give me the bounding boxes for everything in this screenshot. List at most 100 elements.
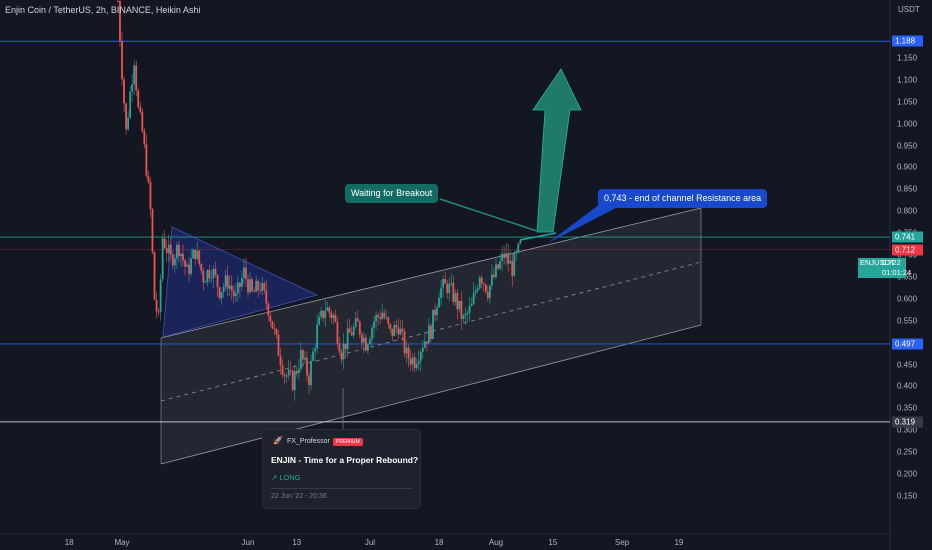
wait-callout-pointer <box>439 198 541 233</box>
candle-body-153 <box>428 325 430 344</box>
candle-body-20 <box>157 311 160 313</box>
x-tick-label: Sep <box>614 538 630 547</box>
candle-body-160 <box>442 278 445 288</box>
candle-body-11 <box>139 107 142 112</box>
candle-body-149 <box>419 351 422 362</box>
candle-body-69 <box>257 280 260 291</box>
candle-body-197 <box>517 243 520 252</box>
level-price-tag: 0.319 <box>892 416 923 428</box>
resistance-callout[interactable]: 0,743 - end of channel Resistance area <box>598 189 768 208</box>
candle-body-42 <box>202 270 205 283</box>
y-tick-label: 0.850 <box>897 184 918 194</box>
candle-body-170 <box>462 315 465 319</box>
idea-title[interactable]: ENJIN - Time for a Proper Rebound? <box>271 455 419 465</box>
candle-body-156 <box>434 309 436 316</box>
candle-body-40 <box>198 250 201 264</box>
candle-body-126 <box>373 321 375 328</box>
candle-body-62 <box>243 267 245 279</box>
candle-body-98 <box>316 324 319 349</box>
candle-body-141 <box>403 331 406 354</box>
candle-body-12 <box>141 111 144 132</box>
candle-body-8 <box>133 65 136 85</box>
candle-body-196 <box>515 251 518 254</box>
candle-body-31 <box>180 253 182 256</box>
candle-body-53 <box>224 275 227 287</box>
y-tick-label: 0.800 <box>897 206 918 216</box>
candle-body-107 <box>334 314 337 322</box>
candle-body-59 <box>236 282 239 294</box>
idea-author[interactable]: FX_Professor <box>287 438 330 445</box>
candle-body-174 <box>470 303 473 306</box>
candle-body-90 <box>299 350 302 370</box>
candle-body-181 <box>484 284 487 293</box>
candle-body-24 <box>165 248 168 253</box>
candle-body-198 <box>519 240 522 244</box>
candle-body-51 <box>220 291 223 299</box>
candle-body-163 <box>448 283 451 293</box>
waiting-breakout-callout[interactable]: Waiting for Breakout <box>345 184 439 203</box>
currency-label: USDT <box>898 5 920 14</box>
candle-body-110 <box>340 352 343 360</box>
resistance-callout-pointer <box>548 204 616 243</box>
candle-body-114 <box>348 328 351 333</box>
candle-body-47 <box>212 268 215 278</box>
candle-body-167 <box>456 292 459 310</box>
candle-body-23 <box>163 238 166 249</box>
candle-body-68 <box>255 280 258 292</box>
candle-body-120 <box>360 334 363 343</box>
candle-body-78 <box>275 329 278 335</box>
candle-body-58 <box>234 293 237 297</box>
candle-body-56 <box>230 285 233 291</box>
candle-body-143 <box>407 347 410 359</box>
candle-body-50 <box>218 287 221 299</box>
candle-body-49 <box>216 274 219 288</box>
y-tick-label: 0.300 <box>897 425 918 435</box>
candle-body-76 <box>271 321 274 329</box>
candle-body-44 <box>206 270 209 282</box>
y-tick-label: 1.000 <box>897 119 918 129</box>
candle-body-146 <box>413 357 416 369</box>
candle-body-128 <box>377 315 379 318</box>
x-tick-label: Jun <box>241 538 255 547</box>
candle-body-113 <box>346 328 349 350</box>
y-tick-label: 0.900 <box>897 162 918 172</box>
candle-body-124 <box>369 339 371 345</box>
candle-body-73 <box>265 290 268 304</box>
candle-body-29 <box>175 244 178 259</box>
candle-body-151 <box>423 341 426 348</box>
candle-body-30 <box>178 244 180 256</box>
candle-body-142 <box>405 347 408 354</box>
candle-body-177 <box>476 288 479 291</box>
candle-body-111 <box>342 343 345 360</box>
idea-card[interactable]: 🚀 FX_Professor PREMIUM ENJIN - Time for … <box>262 429 421 509</box>
candle-body-14 <box>145 144 148 176</box>
candle-body-129 <box>379 317 382 319</box>
candle-body-77 <box>273 328 276 330</box>
candle-body-84 <box>287 370 290 376</box>
candle-body-89 <box>297 369 300 374</box>
candle-body-154 <box>430 325 432 339</box>
x-tick-label: Jul <box>364 538 376 547</box>
candle-body-3 <box>123 79 125 104</box>
candle-body-10 <box>137 90 140 108</box>
candle-body-27 <box>171 254 174 266</box>
candle-body-39 <box>196 250 199 259</box>
candle-body-172 <box>466 312 469 314</box>
candle-body-2 <box>121 41 123 80</box>
candle-body-65 <box>249 279 251 293</box>
candle-body-60 <box>238 282 241 287</box>
y-tick-label: 0.600 <box>897 294 918 304</box>
candle-body-119 <box>358 321 361 335</box>
candle-body-103 <box>326 307 329 311</box>
candle-body-137 <box>395 325 398 328</box>
candle-body-55 <box>228 285 231 289</box>
candle-body-115 <box>350 332 353 336</box>
candle-body-34 <box>186 264 188 267</box>
candle-body-131 <box>383 312 386 318</box>
candle-body-97 <box>314 348 316 352</box>
candle-body-104 <box>328 307 331 313</box>
candle-body-82 <box>283 374 286 377</box>
last-price-tag: ENJUSDT0.722 01:01:24 <box>858 258 911 278</box>
y-tick-label: 1.150 <box>897 53 918 63</box>
